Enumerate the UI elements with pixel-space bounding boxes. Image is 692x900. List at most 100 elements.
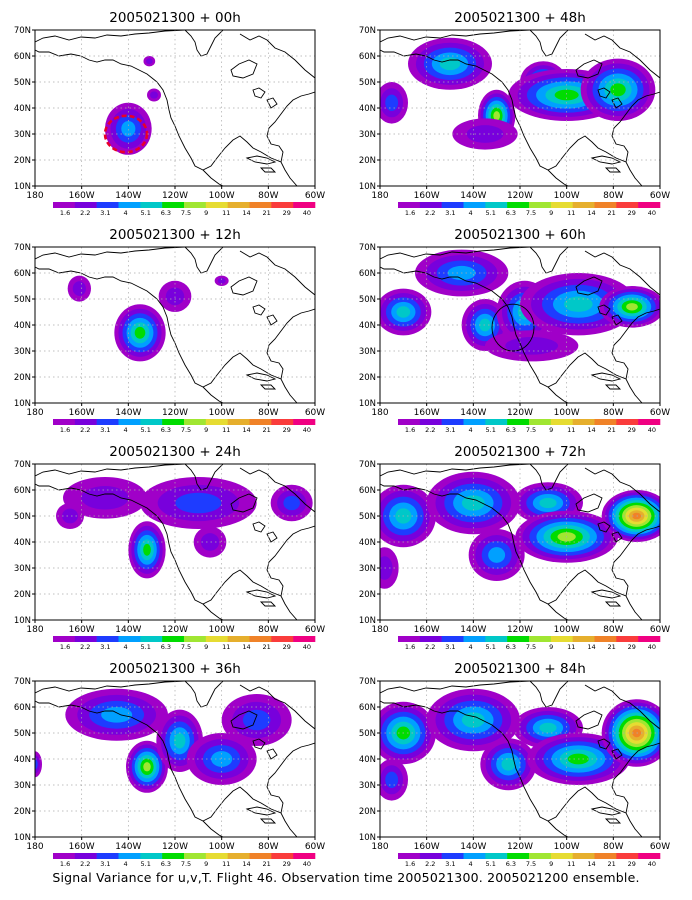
colorbar-swatch	[184, 202, 207, 208]
contour-level	[101, 706, 133, 723]
colorbar-swatch	[205, 419, 228, 425]
colorbar-label: 40	[648, 426, 656, 434]
x-tick-label: 160W	[69, 625, 95, 635]
y-tick-label: 20N	[359, 590, 376, 600]
y-tick-label: 10N	[14, 616, 31, 626]
colorbar-swatch	[162, 853, 185, 859]
y-tick-label: 40N	[359, 321, 376, 331]
x-tick-label: 60W	[305, 408, 325, 418]
panel-title: 2005021300 + 48h	[454, 10, 586, 26]
x-tick-label: 140W	[115, 408, 141, 418]
colorbar-swatch	[485, 853, 508, 859]
colorbar-label: 29	[283, 426, 291, 434]
y-tick-label: 50N	[14, 78, 31, 88]
y-tick-label: 20N	[14, 807, 31, 817]
x-tick-label: 100W	[209, 842, 235, 852]
contour-level	[143, 762, 151, 772]
colorbar-swatch	[227, 419, 250, 425]
colorbar-swatch	[162, 202, 185, 208]
contour-level	[283, 495, 300, 511]
colorbar-label: 3.1	[100, 860, 110, 868]
colorbar-label: 4	[123, 209, 127, 217]
variance-blob	[143, 56, 156, 67]
contour-level	[461, 712, 485, 728]
colorbar-swatch	[140, 419, 163, 425]
colorbar-label: 14	[587, 209, 595, 217]
colorbar-label: 21	[607, 860, 615, 868]
variance-blob	[126, 740, 168, 793]
y-tick-label: 20N	[359, 156, 376, 166]
contour-level	[146, 58, 153, 65]
colorbar-swatch	[594, 853, 617, 859]
colorbar-label: 2.2	[80, 860, 90, 868]
colorbar-label: 14	[587, 860, 595, 868]
colorbar-swatch	[616, 853, 639, 859]
x-tick-label: 180	[26, 842, 43, 852]
variance-blob	[380, 759, 408, 801]
colorbar-swatch	[638, 853, 661, 859]
colorbar-swatch	[529, 636, 552, 642]
colorbar-swatch	[638, 202, 661, 208]
x-tick-label: 180	[26, 625, 43, 635]
variance-field	[105, 56, 161, 155]
colorbar-swatch	[271, 853, 294, 859]
y-tick-label: 70N	[359, 460, 376, 470]
x-tick-label: 160W	[69, 408, 95, 418]
colorbar-swatch	[441, 419, 464, 425]
contour-level	[81, 486, 129, 510]
colorbar-swatch	[53, 202, 76, 208]
colorbar: 1.6 2.2 3.1 4 5.1 6.3 7.5 9 11 14 21 29 40	[398, 202, 661, 217]
x-tick-label: 60W	[305, 191, 325, 201]
colorbar-label: 6.3	[506, 860, 516, 868]
colorbar-label: 7.5	[526, 860, 536, 868]
colorbar-label: 5.1	[141, 209, 151, 217]
contour-level	[72, 281, 86, 296]
colorbar-swatch	[638, 419, 661, 425]
y-tick-label: 30N	[359, 130, 376, 140]
map-panel: 2005021300 + 60h 180 160W 140W 120W 100W 80W 60…	[359, 227, 670, 434]
colorbar-label: 29	[628, 860, 636, 868]
colorbar-label: 4	[123, 643, 127, 651]
x-tick-label: 60W	[305, 842, 325, 852]
colorbar-swatch	[638, 636, 661, 642]
colorbar-swatch	[398, 853, 421, 859]
colorbar-label: 3.1	[100, 209, 110, 217]
colorbar-label: 7.5	[526, 426, 536, 434]
colorbar-label: 21	[607, 209, 615, 217]
x-tick-label: 180	[26, 191, 43, 201]
colorbar-swatch	[140, 636, 163, 642]
variance-blob	[114, 304, 166, 362]
contour-level	[461, 495, 485, 511]
colorbar-label: 21	[607, 643, 615, 651]
y-tick-label: 30N	[359, 564, 376, 574]
colorbar: 1.6 2.2 3.1 4 5.1 6.3 7.5 9 11 14 21 29 40	[53, 419, 316, 434]
colorbar-label: 3.1	[100, 643, 110, 651]
gridlines	[380, 30, 660, 186]
colorbar-swatch	[463, 202, 486, 208]
colorbar-label: 21	[262, 209, 270, 217]
colorbar-label: 6.3	[506, 426, 516, 434]
colorbar-swatch	[118, 636, 141, 642]
colorbar-swatch	[419, 419, 442, 425]
colorbar-swatch	[594, 202, 617, 208]
variance-blob	[63, 477, 147, 519]
colorbar-swatch	[529, 419, 552, 425]
contour-level	[564, 296, 593, 312]
contour-level	[175, 492, 222, 514]
colorbar-swatch	[205, 202, 228, 208]
colorbar-swatch	[162, 636, 185, 642]
colorbar-label: 1.6	[60, 426, 70, 434]
colorbar-swatch	[419, 636, 442, 642]
contour-level	[385, 771, 399, 788]
x-tick-label: 80W	[603, 191, 623, 201]
colorbar-label: 9	[204, 426, 208, 434]
x-tick-label: 160W	[414, 625, 440, 635]
panel-title: 2005021300 + 12h	[109, 227, 241, 243]
colorbar-swatch	[507, 202, 530, 208]
x-tick-label: 120W	[162, 408, 188, 418]
y-tick-label: 50N	[359, 729, 376, 739]
colorbar-label: 9	[204, 209, 208, 217]
variance-blob	[67, 275, 91, 302]
y-tick-label: 40N	[14, 321, 31, 331]
x-tick-label: 100W	[554, 191, 580, 201]
